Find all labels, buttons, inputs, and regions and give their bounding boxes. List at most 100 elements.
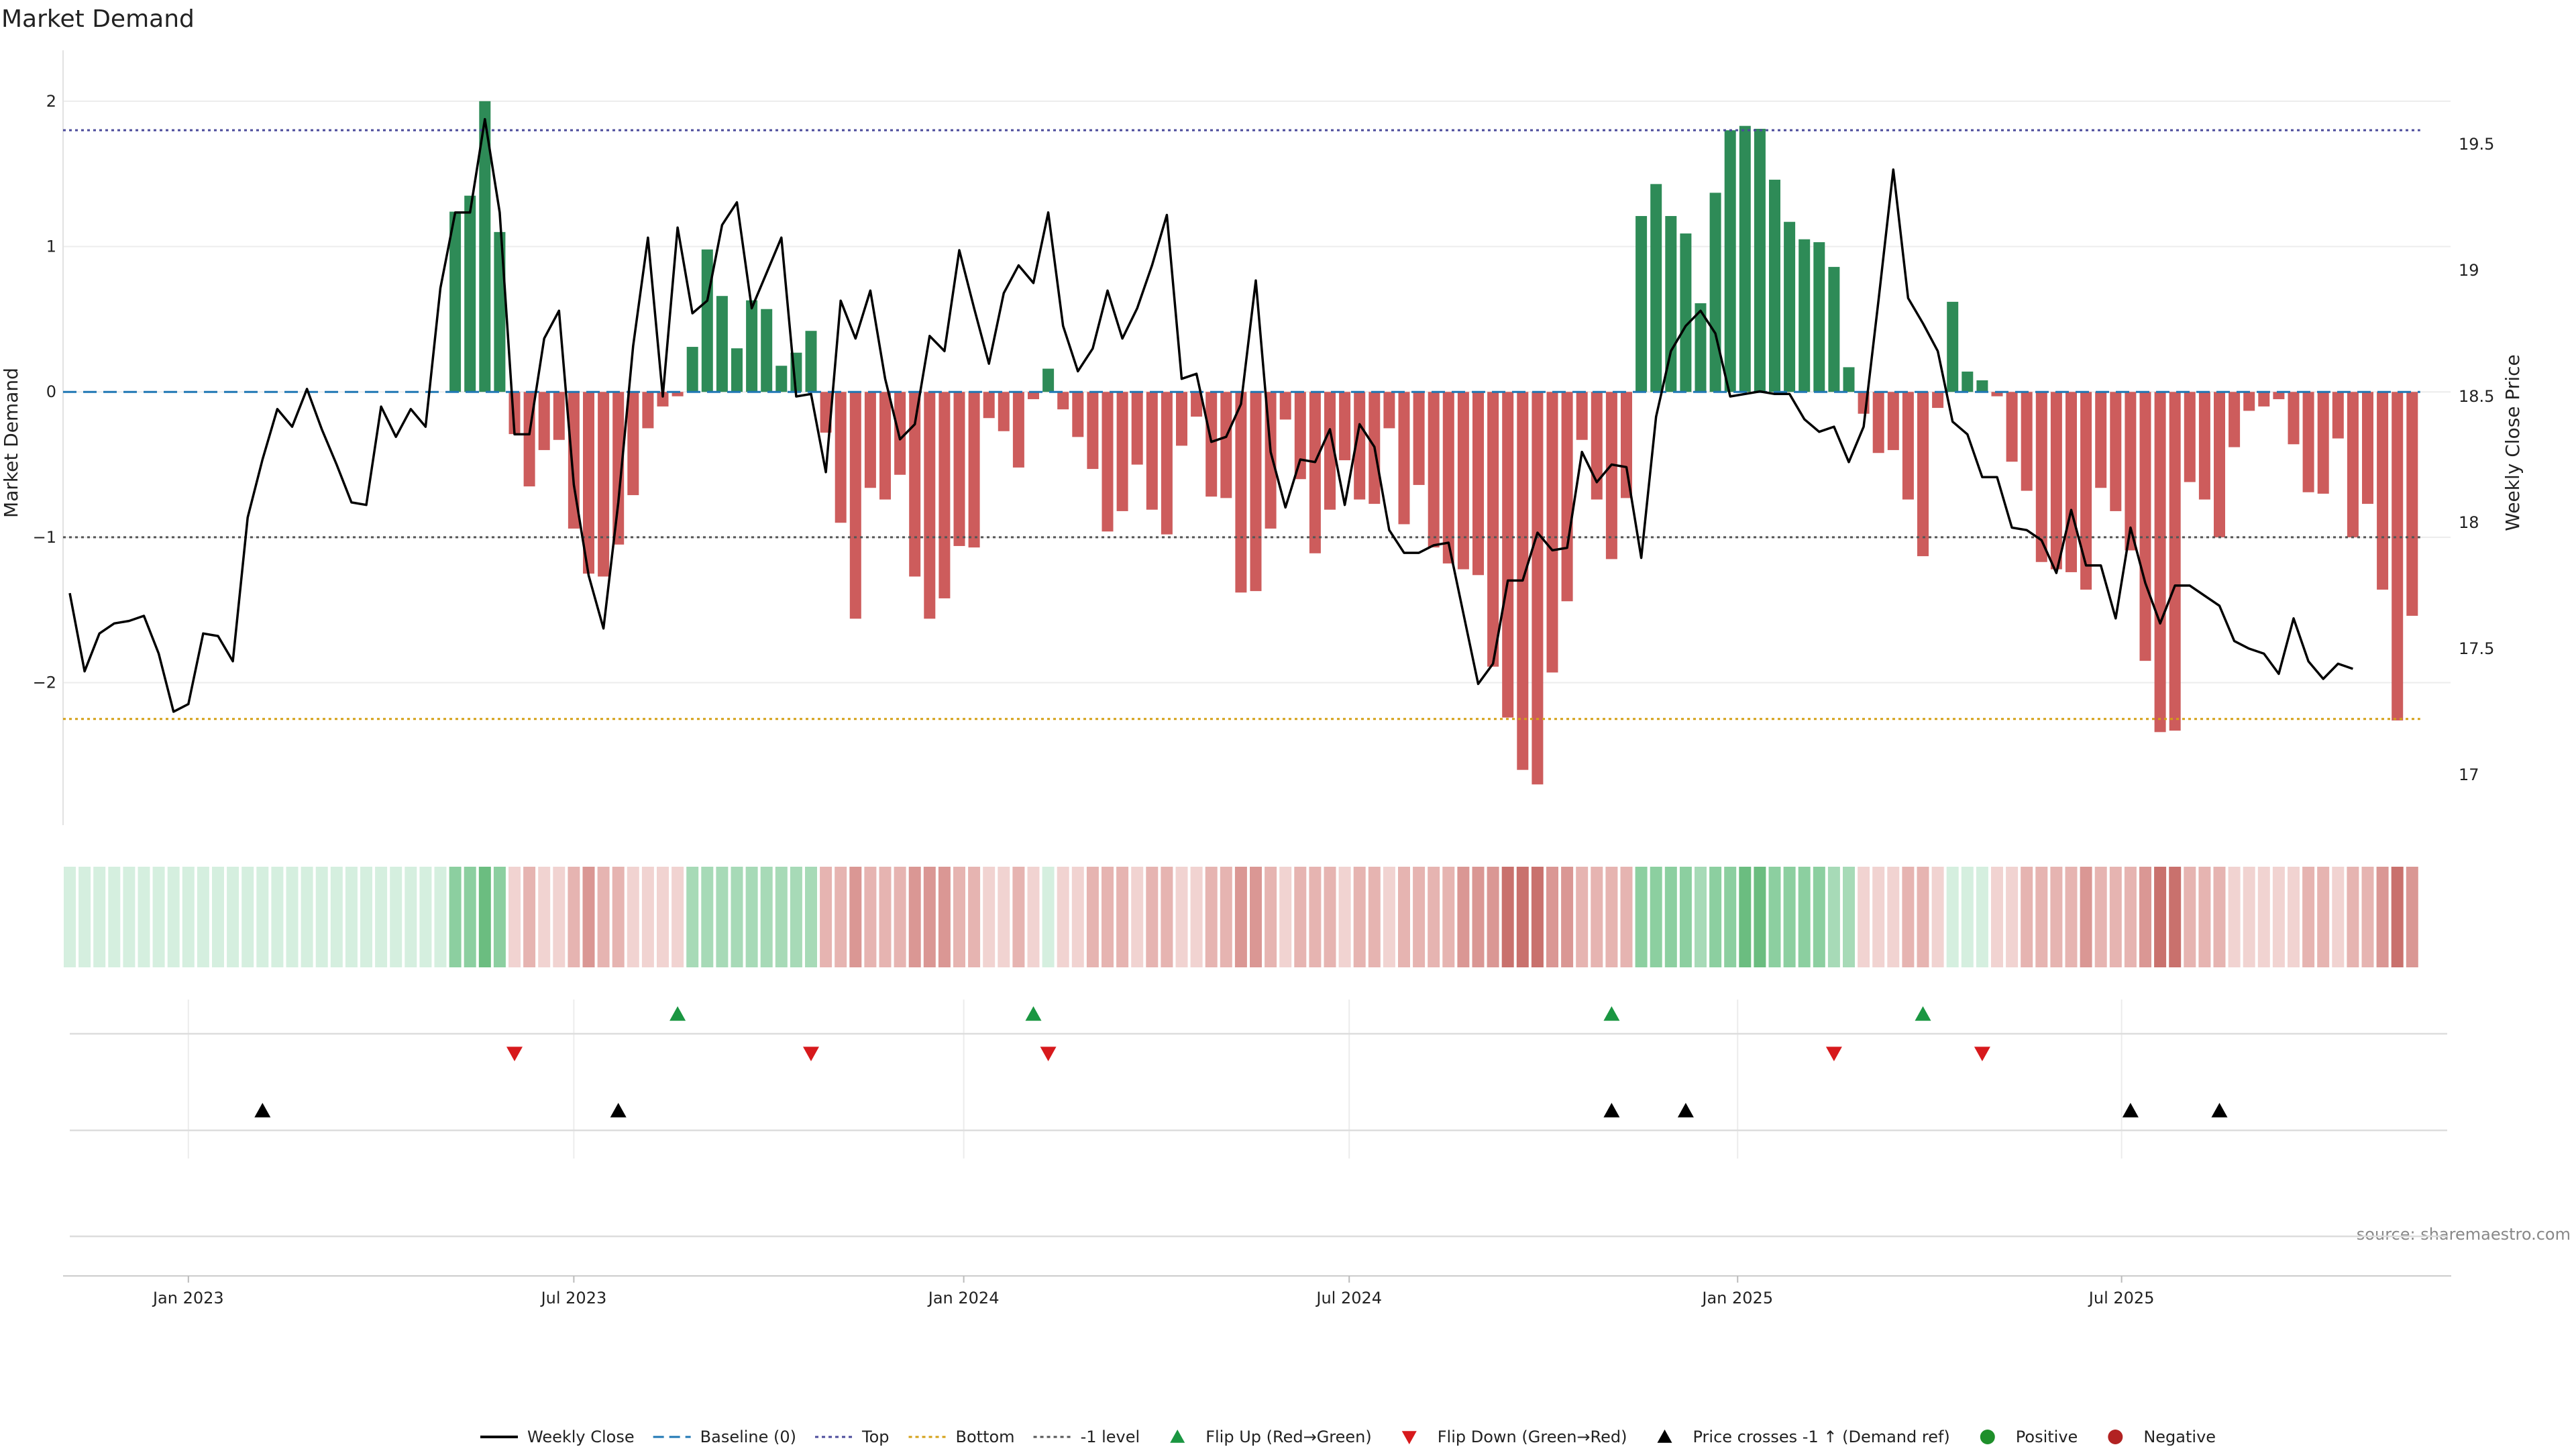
heat-cell-negative <box>2391 867 2404 967</box>
demand-bar-negative <box>953 392 965 546</box>
heat-cell-negative <box>2139 867 2151 967</box>
x-tick-label: Jul 2023 <box>540 1289 607 1307</box>
demand-bar-positive <box>479 101 491 392</box>
demand-bar-negative <box>1457 392 1469 570</box>
x-axis: Jan 2023 Jul 2023 Jan 2024 Jul 2024 Jan 2025… <box>63 1275 2451 1307</box>
heat-cell-negative <box>1294 867 1307 967</box>
y-tick-label: −1 <box>33 528 56 547</box>
demand-bar-negative <box>2377 392 2389 590</box>
demand-bar-negative <box>2332 392 2344 439</box>
demand-bar-positive <box>1754 129 1766 392</box>
demand-bar-negative <box>1502 392 1514 718</box>
demand-bar-negative <box>1250 392 1262 592</box>
heat-cell-positive <box>493 867 506 967</box>
demand-bar-negative <box>835 392 847 523</box>
heat-cell-positive <box>760 867 773 967</box>
demand-bar-negative <box>672 392 684 396</box>
demand-bar-negative <box>1072 392 1084 437</box>
heat-cell-negative <box>1353 867 1366 967</box>
legend-label: -1 level <box>1081 1428 1140 1446</box>
heat-cell-positive <box>1843 867 1855 967</box>
heat-cell-positive <box>108 867 121 967</box>
demand-bar-positive <box>701 249 713 392</box>
heat-cell-positive <box>390 867 402 967</box>
y2-tick-label: 19.5 <box>2459 135 2494 154</box>
demand-bar-positive <box>1695 303 1707 392</box>
flip-down-marker <box>506 1046 523 1061</box>
heat-cell-negative <box>508 867 521 967</box>
demand-bar-negative <box>1917 392 1929 557</box>
heat-cell-positive <box>330 867 343 967</box>
heat-cell-positive <box>1754 867 1766 967</box>
legend-item-flip-down: Flip Down (Green→Red) <box>1401 1428 1627 1446</box>
demand-bar-positive <box>1769 179 1780 392</box>
legend-swatch-triangle-down <box>1401 1431 1417 1444</box>
heat-cell-negative <box>2228 867 2241 967</box>
demand-bar-positive <box>449 211 462 392</box>
demand-bar-positive <box>1947 301 1959 392</box>
heat-cell-negative <box>2050 867 2063 967</box>
demand-bar-negative <box>1116 392 1128 511</box>
heat-cell-positive <box>805 867 817 967</box>
heat-cell-negative <box>2243 867 2255 967</box>
heat-cell-positive <box>434 867 447 967</box>
demand-bar-positive <box>746 300 758 392</box>
demand-bar-negative <box>657 392 669 407</box>
heat-cell-negative <box>657 867 669 967</box>
heat-cell-negative <box>1398 867 1410 967</box>
demand-bar-positive <box>1635 216 1648 392</box>
demand-bar-negative <box>538 392 550 450</box>
demand-bar-negative <box>879 392 891 500</box>
legend-item-negative: Negative <box>2108 1428 2216 1446</box>
heat-cell-negative <box>820 867 833 967</box>
flip-down-marker <box>1974 1046 1990 1061</box>
demand-bar-negative <box>1932 392 1944 409</box>
demand-bar-negative <box>2006 392 2018 462</box>
heat-cell-negative <box>1561 867 1574 967</box>
price-cross-marker <box>254 1103 271 1118</box>
demand-bar-positive <box>1813 242 1825 392</box>
demand-bar-negative <box>2050 392 2062 570</box>
flip-up-marker <box>1025 1006 1042 1021</box>
heat-cell-positive <box>1783 867 1796 967</box>
price-series <box>68 117 2353 713</box>
y2-tick-label: 17 <box>2459 765 2479 784</box>
heat-cell-negative <box>983 867 996 967</box>
heat-cell-positive <box>1768 867 1781 967</box>
heat-cell-positive <box>1679 867 1692 967</box>
heat-cell-negative <box>1027 867 1040 967</box>
heat-cell-negative <box>1931 867 1944 967</box>
price-cross-marker <box>2211 1103 2228 1118</box>
demand-bar-negative <box>1191 392 1203 417</box>
demand-bar-negative <box>2080 392 2092 590</box>
demand-bar-negative <box>1087 392 1099 470</box>
heat-cell-negative <box>1457 867 1470 967</box>
demand-bar-negative <box>2288 392 2300 445</box>
demand-bar-negative <box>2214 392 2225 537</box>
heat-cell-negative <box>1472 867 1485 967</box>
heat-cell-positive <box>731 867 743 967</box>
heat-cell-negative <box>538 867 551 967</box>
demand-bar-negative <box>2362 392 2373 504</box>
demand-bar-negative <box>1991 392 2003 396</box>
demand-bar-negative <box>1398 392 1410 525</box>
heat-cell-negative <box>2213 867 2226 967</box>
legend-label: Top <box>861 1428 890 1446</box>
demand-bar-negative <box>1131 392 1143 465</box>
demand-bar-negative <box>1235 392 1247 593</box>
demand-bar-positive <box>1739 125 1751 392</box>
demand-bar-negative <box>1012 392 1024 468</box>
heat-cell-negative <box>1338 867 1351 967</box>
heat-cell-negative <box>2272 867 2285 967</box>
y2-tick-label: 17.5 <box>2459 639 2494 658</box>
demand-bar-negative <box>1428 392 1440 548</box>
demand-bar-negative <box>2065 392 2077 572</box>
demand-bar-negative <box>2258 392 2270 407</box>
demand-bar-negative <box>2317 392 2329 494</box>
demand-bar-negative <box>849 392 861 619</box>
demand-bar-negative <box>1339 392 1351 461</box>
heat-cell-negative <box>1102 867 1114 967</box>
heat-cell-negative <box>879 867 892 967</box>
heat-cell-negative <box>1086 867 1099 967</box>
